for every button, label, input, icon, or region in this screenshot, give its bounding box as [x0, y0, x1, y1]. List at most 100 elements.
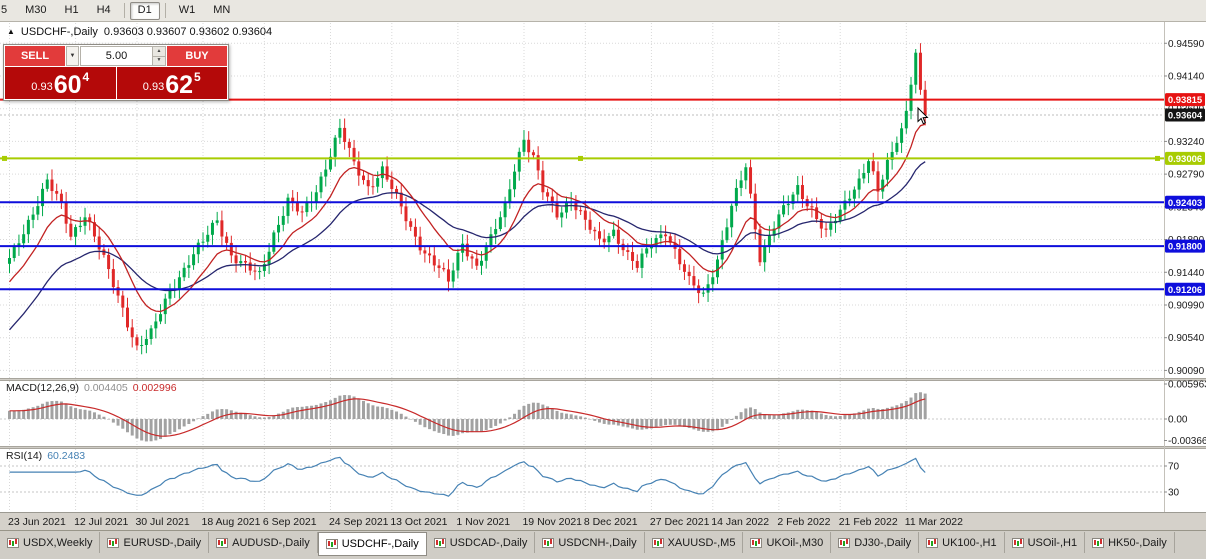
chart-tab-label: UKOil-,M30	[766, 536, 824, 549]
chart-tab-label: USDCAD-,Daily	[449, 536, 528, 549]
trade-buttons-row: SELL ▼ 5.00 ▲ ▼ BUY	[5, 46, 227, 66]
chart-tab-label: AUDUSD-,Daily	[232, 536, 310, 549]
buy-price-pips: 62	[165, 70, 194, 99]
date-label: 2 Feb 2022	[777, 516, 831, 528]
line-handle[interactable]	[2, 155, 7, 161]
chart-tab-hk50-daily[interactable]: HK50-,Daily	[1085, 532, 1175, 553]
trade-prices-row: 0.93 60 4 0.93 62 5	[5, 67, 227, 99]
chart-tab-dj30-daily[interactable]: DJ30-,Daily	[831, 532, 920, 553]
date-label: 19 Nov 2021	[522, 516, 583, 528]
price-axis-label: 0.91440	[1168, 268, 1205, 279]
svg-text:0.93815: 0.93815	[1168, 95, 1203, 106]
chart-tab-label: UK100-,H1	[942, 536, 997, 549]
buy-button[interactable]: BUY	[167, 46, 227, 66]
chart-tab-ukoil-m30[interactable]: UKOil-,M30	[743, 532, 832, 553]
chart-tab-label: EURUSD-,Daily	[123, 536, 202, 549]
rsi-axis-label: 30	[1168, 488, 1180, 499]
volume-input[interactable]: 5.00 ▲ ▼	[80, 46, 166, 66]
volume-stepper: ▲ ▼	[152, 47, 165, 65]
buy-price-base: 0.93	[142, 81, 165, 93]
level-price-tag: 0.93815	[1165, 93, 1205, 107]
volume-increase-button[interactable]: ▲	[153, 47, 165, 56]
toolbar-separator	[123, 3, 125, 18]
timeframe-button-5[interactable]: 5	[0, 2, 15, 20]
price-axis-label: 0.92790	[1168, 170, 1205, 181]
chart-background	[0, 22, 1206, 512]
timeframe-button-h1[interactable]: H1	[57, 2, 87, 20]
panel-separator[interactable]	[0, 446, 1206, 449]
svg-text:0.93006: 0.93006	[1168, 154, 1202, 165]
chart-tab-icon	[7, 537, 19, 548]
chart-tab-eurusd-daily[interactable]: EURUSD-,Daily	[100, 532, 210, 553]
timeframe-button-mn[interactable]: MN	[205, 2, 238, 20]
macd-axis-label: 0.005963	[1168, 379, 1206, 390]
chart-tab-icon	[750, 537, 763, 548]
svg-text:0.91800: 0.91800	[1168, 242, 1202, 253]
date-label: 23 Jun 2021	[8, 516, 66, 528]
date-label: 12 Jul 2021	[74, 516, 129, 528]
macd-axis-label: 0.00	[1168, 415, 1188, 426]
price-axis-label: 0.90090	[1168, 366, 1205, 377]
date-label: 30 Jul 2021	[135, 516, 190, 528]
chart-tab-label: USDX,Weekly	[23, 536, 93, 549]
chart-tab-label: USDCNH-,Daily	[558, 536, 637, 549]
line-handle[interactable]	[1155, 155, 1160, 161]
level-price-tag: 0.93006	[1165, 151, 1205, 165]
chart-tab-icon	[926, 537, 939, 548]
rsi-line	[9, 456, 926, 497]
buy-price-display[interactable]: 0.93 62 5	[116, 67, 227, 99]
sell-button[interactable]: SELL	[5, 46, 65, 66]
chart-tab-usdx-weekly[interactable]: USDX,Weekly	[0, 532, 101, 553]
volume-decrease-button[interactable]: ▼	[153, 55, 165, 65]
chart-symbol-label: USDCHF-,Daily	[20, 26, 98, 38]
date-label: 11 Mar 2022	[904, 516, 963, 528]
chart-tab-audusd-daily[interactable]: AUDUSD-,Daily	[209, 532, 318, 553]
chart-tab-xauusd-m5[interactable]: XAUUSD-,M5	[645, 532, 744, 553]
toolbar-separator	[164, 3, 166, 18]
timeframe-toolbar: 5 M30 H1 H4 D1 W1 MN	[0, 0, 1206, 22]
timeframe-button-m30[interactable]: M30	[17, 2, 54, 20]
date-label: 8 Dec 2021	[583, 516, 638, 528]
chart-tab-usdcnh-daily[interactable]: USDCNH-,Daily	[535, 532, 645, 553]
rsi-axis-label: 70	[1168, 462, 1180, 473]
chart-tabs-bar: USDX,Weekly EURUSD-,Daily AUDUSD-,Daily USD…	[0, 530, 1206, 559]
date-label: 14 Jan 2022	[711, 516, 770, 528]
date-label: 13 Oct 2021	[390, 516, 448, 528]
timeframe-button-h4[interactable]: H4	[89, 2, 119, 20]
volume-dropdown-button[interactable]: ▼	[66, 46, 79, 66]
time-axis[interactable]: 23 Jun 2021 12 Jul 2021 30 Jul 2021 18 Aug …	[0, 512, 1206, 530]
timeframe-button-d1[interactable]: D1	[129, 1, 160, 20]
chart-tab-label: DJ30-,Daily	[854, 536, 912, 549]
chart-tab-usoil-h1[interactable]: USOil-,H1	[1005, 532, 1086, 553]
line-handle[interactable]	[578, 155, 583, 161]
sell-price-point: 4	[82, 70, 90, 84]
timeframe-button-w1[interactable]: W1	[171, 2, 204, 20]
chart-tab-label: USOil-,H1	[1027, 536, 1078, 549]
chart-tab-icon	[838, 537, 851, 548]
chart-tab-icon	[433, 537, 446, 548]
date-label: 27 Dec 2021	[649, 516, 710, 528]
sell-price-display[interactable]: 0.93 60 4	[5, 67, 116, 99]
chart-tab-usdchf-daily[interactable]: USDCHF-,Daily	[317, 532, 427, 556]
svg-text:0.93604: 0.93604	[1168, 110, 1203, 121]
panel-separator[interactable]	[0, 378, 1206, 381]
volume-value[interactable]: 5.00	[105, 50, 128, 62]
grid	[0, 23, 1164, 512]
macd-signal-line	[9, 398, 926, 437]
chart-tab-icon	[107, 537, 120, 548]
chart-tab-usdcad-daily[interactable]: USDCAD-,Daily	[427, 532, 536, 553]
price-axis-label: 0.94590	[1168, 39, 1205, 50]
date-label: 1 Nov 2021	[456, 516, 511, 528]
price-axis-label: 0.94140	[1168, 71, 1205, 82]
chevron-down-icon: ▼	[69, 53, 76, 59]
level-price-tag: 0.92403	[1165, 195, 1205, 209]
current-price-tag: 0.93604	[1165, 108, 1205, 122]
chart-tab-uk100-h1[interactable]: UK100-,H1	[919, 532, 1005, 553]
price-axis-label: 0.90990	[1168, 300, 1205, 311]
price-chart[interactable]: 0.945900.941400.936900.932400.927900.923…	[0, 22, 1206, 512]
symbol-direction-icon: ▲	[7, 27, 15, 36]
date-label: 18 Aug 2021	[201, 516, 261, 528]
chart-tab-label: XAUUSD-,M5	[667, 536, 736, 549]
price-axis-label: 0.90540	[1168, 333, 1205, 344]
chart-title: ▲ USDCHF-,Daily 0.93603 0.93607 0.93602 …	[7, 26, 272, 38]
